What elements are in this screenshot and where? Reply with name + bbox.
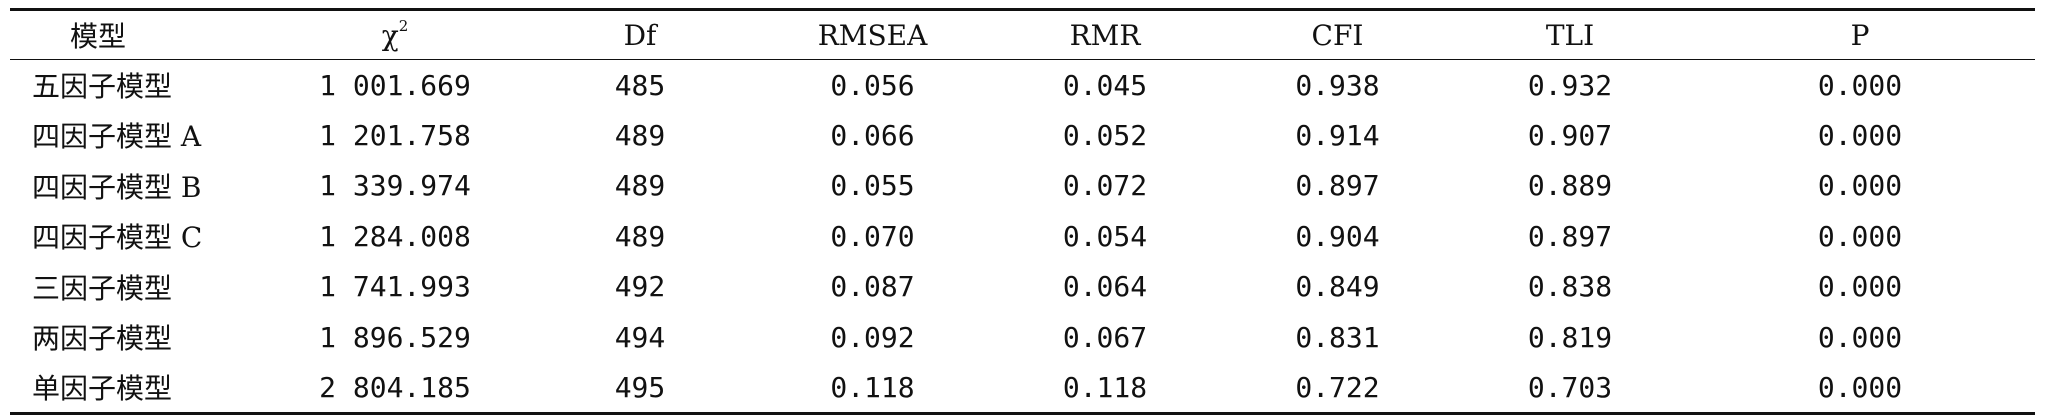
cell-model: 五因子模型 [32,70,173,103]
cell-model: 两因子模型 [32,322,173,356]
cell-df: 489 [614,169,666,203]
header-df: Df [623,18,657,52]
cell-rmsea: 0.055 [830,169,915,203]
cell-rmr: 0.118 [1062,370,1148,404]
table-row: 五因子模型 1 001.669 485 0.056 0.045 0.938 0.932 0.0… [10,60,2035,111]
cell-cfi: 0.914 [1295,118,1380,152]
cell-rmsea: 0.118 [830,370,915,404]
cell-chi-square: 1 339.974 [319,169,471,203]
cell-tli: 0.819 [1527,320,1613,354]
cell-chi-square: 1 896.529 [319,320,471,354]
cell-df: 495 [614,370,666,404]
table-row: 四因子模型 A 1 201.758 489 0.066 0.052 0.914 0.907 0… [10,110,2035,161]
header-p: P [1850,18,1870,52]
cell-rmsea: 0.070 [830,219,915,253]
cell-chi-square: 1 001.669 [319,68,471,102]
cell-model: 单因子模型 [32,372,173,405]
cell-cfi: 0.938 [1295,68,1380,102]
table-row: 三因子模型 1 741.993 492 0.087 0.064 0.849 0.838 0.0… [10,262,2035,313]
cell-rmsea: 0.092 [830,320,915,354]
cell-rmr: 0.045 [1062,68,1148,102]
cell-cfi: 0.897 [1295,169,1380,203]
cell-cfi: 0.831 [1295,320,1380,354]
table-row: 两因子模型 1 896.529 494 0.092 0.067 0.831 0.819 0.0… [10,312,2035,363]
cell-tli: 0.897 [1527,219,1613,253]
cell-p: 0.000 [1817,370,1903,404]
header-tli: TLI [1545,18,1595,52]
cell-chi-square: 2 804.185 [319,370,471,404]
cell-p: 0.000 [1817,68,1903,102]
table-header: 模型 χ2 Df RMSEA RMR CFI TLI P [10,9,2035,60]
cell-rmsea: 0.066 [830,118,915,152]
cell-tli: 0.838 [1527,270,1613,304]
cell-chi-square: 1 284.008 [319,219,471,253]
cell-model: 四因子模型 C [32,221,203,255]
chi-symbol: χ [381,18,399,52]
chi-superscript: 2 [398,16,409,35]
cell-rmr: 0.072 [1062,169,1148,203]
header-model: 模型 [70,20,127,53]
table-row: 四因子模型 B 1 339.974 489 0.055 0.072 0.897 0.889 0… [10,161,2035,212]
cell-p: 0.000 [1817,320,1903,354]
cell-rmr: 0.067 [1062,320,1148,354]
header-rmr: RMR [1069,18,1141,52]
cell-model: 四因子模型 B [32,170,202,204]
header-row: 模型 χ2 Df RMSEA RMR CFI TLI P [10,9,2035,60]
table-body: 五因子模型 1 001.669 485 0.056 0.045 0.938 0.932 0.0… [10,60,2035,413]
fit-indices-table: 模型 χ2 Df RMSEA RMR CFI TLI P 五因子模型 1 001.… [10,8,2035,415]
cell-tli: 0.907 [1527,118,1613,152]
cell-cfi: 0.904 [1295,219,1380,253]
cell-chi-square: 1 741.993 [319,270,471,304]
cell-rmr: 0.052 [1062,118,1148,152]
cell-rmr: 0.064 [1062,270,1148,304]
cell-tli: 0.932 [1527,68,1613,102]
cell-model: 四因子模型 A [32,120,202,154]
cell-p: 0.000 [1817,169,1903,203]
cell-rmsea: 0.087 [830,270,915,304]
cell-p: 0.000 [1817,219,1903,253]
cell-df: 494 [614,320,666,354]
cell-p: 0.000 [1817,270,1903,304]
header-cfi: CFI [1311,18,1364,52]
cell-rmr: 0.054 [1062,219,1148,253]
cell-cfi: 0.849 [1295,270,1380,304]
table-row: 四因子模型 C 1 284.008 489 0.070 0.054 0.904 0.897 0… [10,211,2035,262]
cell-df: 485 [614,68,666,102]
header-rmsea: RMSEA [817,18,928,52]
cell-p: 0.000 [1817,118,1903,152]
cell-tli: 0.889 [1527,169,1613,203]
cell-df: 492 [614,270,666,304]
cell-model: 三因子模型 [32,271,173,305]
cell-tli: 0.703 [1527,370,1613,404]
cell-cfi: 0.722 [1295,370,1380,404]
header-chi-square: χ2 [265,10,525,60]
fit-indices-table-wrapper: 模型 χ2 Df RMSEA RMR CFI TLI P 五因子模型 1 001.… [10,8,2035,415]
cell-df: 489 [614,118,666,152]
cell-rmsea: 0.056 [830,68,915,102]
cell-df: 489 [614,219,666,253]
table-row: 单因子模型 2 804.185 495 0.118 0.118 0.722 0.703 0.0… [10,363,2035,413]
cell-chi-square: 1 201.758 [319,118,471,152]
